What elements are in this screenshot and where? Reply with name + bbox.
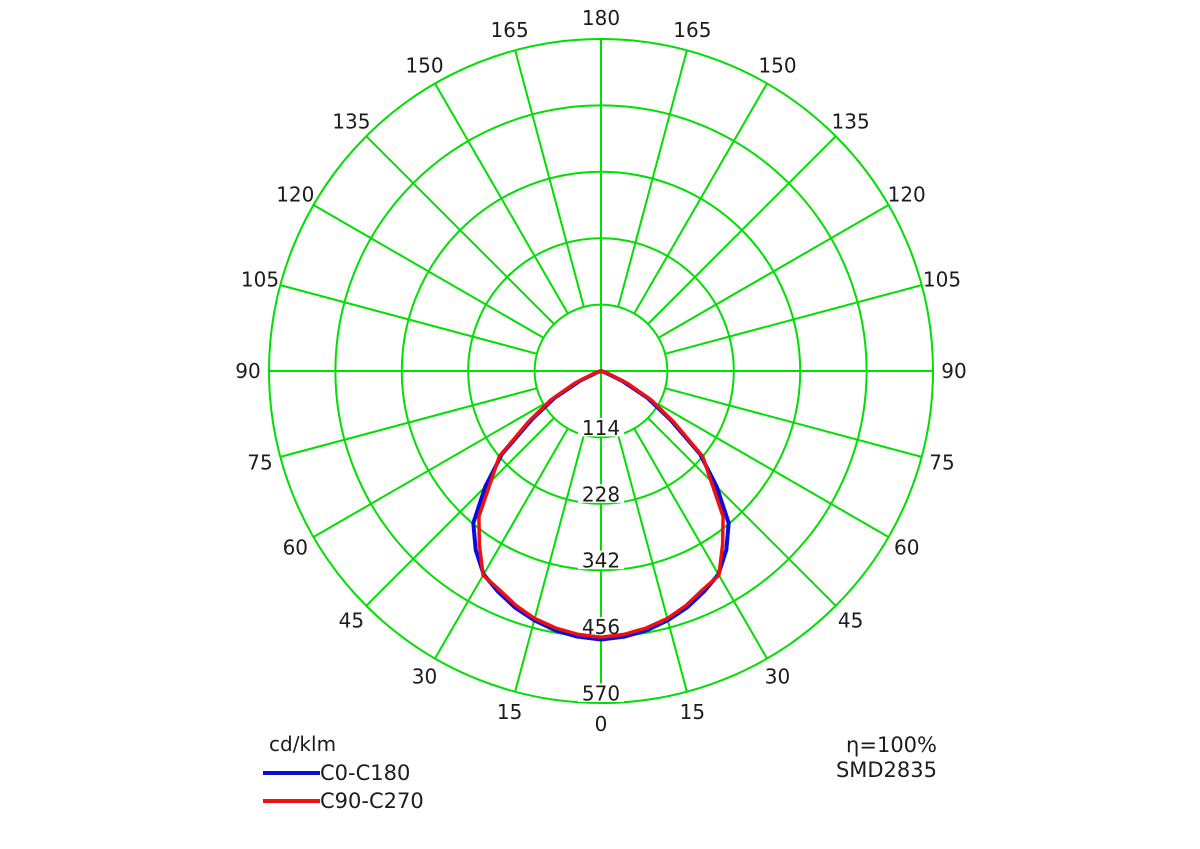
angle-label: 45 — [339, 609, 364, 633]
angle-label: 135 — [332, 109, 370, 133]
angle-label: 15 — [497, 700, 522, 724]
angle-label: 60 — [894, 536, 919, 560]
angle-label: 165 — [673, 18, 711, 42]
radial-label-mask — [578, 484, 624, 503]
grid-spoke — [514, 50, 585, 308]
radial-label-mask — [578, 550, 624, 570]
grid-spoke — [664, 387, 922, 458]
grid-spoke — [647, 417, 837, 607]
legend-swatch-c90-c270 — [263, 799, 320, 803]
grid-spoke — [633, 82, 768, 315]
legend-row-c0-c180: C0-C180 — [263, 759, 424, 787]
radial-label-mask — [578, 683, 624, 702]
grid-spoke — [434, 82, 569, 315]
grid-spoke — [514, 434, 585, 692]
legend-label-c0-c180: C0-C180 — [320, 761, 411, 785]
radial-tick-label: 570 — [582, 682, 620, 706]
angle-label: 120 — [276, 183, 314, 207]
angle-label: 90 — [941, 359, 966, 383]
grid-spoke — [664, 284, 922, 355]
curve-c90-c270 — [477, 369, 725, 639]
angle-label: 0 — [595, 712, 608, 736]
model-text: SMD2835 — [835, 758, 937, 782]
angle-label: 30 — [765, 665, 790, 689]
grid-spoke — [617, 50, 688, 308]
legend-unit-label: cd/klm — [269, 732, 337, 756]
radial-tick-label: 114 — [582, 416, 620, 440]
grid-spoke — [657, 204, 890, 339]
legend-label-c90-c270: C90-C270 — [320, 789, 424, 813]
angle-label: 75 — [929, 450, 954, 474]
grid-spoke — [434, 427, 569, 660]
grid-spoke — [312, 204, 545, 339]
angle-label: 15 — [680, 700, 705, 724]
grid-spoke — [365, 417, 555, 607]
angle-label: 105 — [241, 268, 279, 292]
angle-label: 30 — [412, 665, 437, 689]
legend-row-c90-c270: C90-C270 — [263, 787, 424, 815]
angle-label: 120 — [888, 183, 926, 207]
grid-spoke — [312, 403, 545, 538]
angle-label: 150 — [405, 53, 443, 77]
grid-spoke — [657, 403, 890, 538]
grid-spoke — [280, 387, 538, 458]
grid-spoke — [280, 284, 538, 355]
angle-label: 90 — [235, 359, 260, 383]
angle-label: 135 — [832, 109, 870, 133]
grid-spoke — [647, 135, 837, 325]
grid-spoke — [617, 434, 688, 692]
angle-label: 60 — [283, 536, 308, 560]
annotation-block: η=100% SMD2835 — [836, 733, 937, 783]
angle-label: 45 — [838, 609, 863, 633]
legend-swatch-c0-c180 — [263, 771, 320, 775]
radial-tick-label: 228 — [582, 482, 620, 506]
angle-label: 75 — [247, 450, 272, 474]
legend: cd/klm C0-C180 C90-C270 — [263, 733, 424, 815]
radial-label-mask — [578, 417, 624, 437]
radial-label-mask — [578, 617, 624, 636]
angle-label: 150 — [758, 53, 796, 77]
angle-label: 165 — [491, 18, 529, 42]
grid-spoke — [365, 135, 555, 325]
angle-label: 105 — [923, 268, 961, 292]
radial-tick-label: 342 — [582, 549, 620, 573]
angle-label: 180 — [582, 6, 620, 30]
grid-spoke — [633, 427, 768, 660]
efficiency-text: η=100% — [846, 733, 937, 757]
